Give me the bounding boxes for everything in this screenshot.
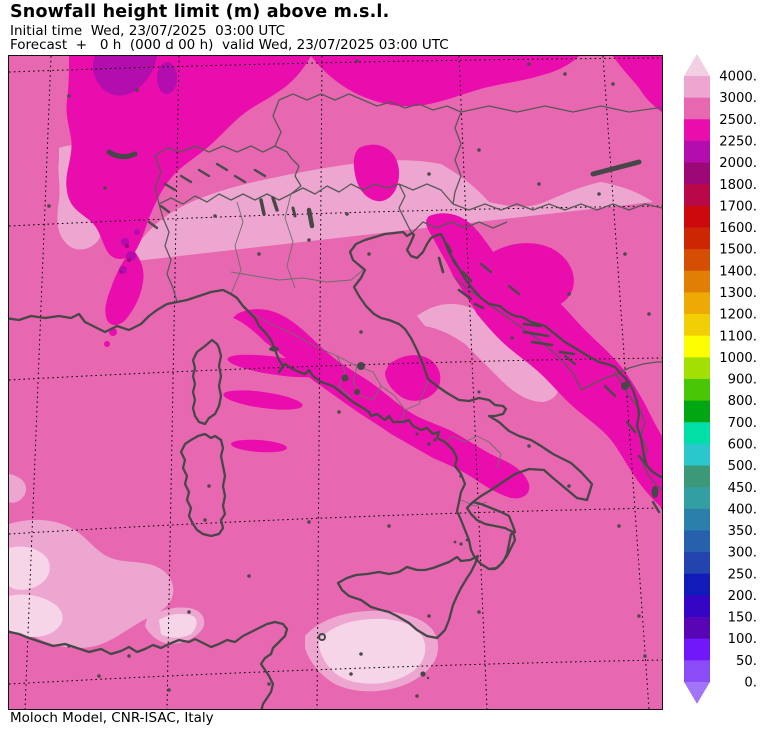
legend-tick-label: 1500.	[719, 243, 757, 258]
legend-tick-label: 1000.	[719, 351, 757, 366]
field-level-4000	[9, 546, 426, 684]
legend-arrow-above-max	[684, 54, 710, 76]
legend-tick-label: 4000.	[719, 70, 757, 85]
legend-color-segment	[684, 400, 710, 423]
legend-color-segment	[684, 227, 710, 250]
legend-tick-label: 2500.	[719, 113, 757, 128]
legend-color-segment	[684, 270, 710, 293]
legend-tick-label: 500.	[728, 459, 757, 474]
africa-coast	[9, 620, 289, 709]
field-level-1800	[119, 244, 131, 274]
model-credit: Moloch Model, CNR-ISAC, Italy	[10, 710, 214, 726]
legend-tick-label: 0.	[744, 676, 757, 691]
legend-color-segment	[684, 378, 710, 402]
initial-time-label: Initial time Wed, 23/07/2025 03:00 UTC	[10, 23, 286, 39]
legend-tick-label: 450.	[728, 481, 757, 496]
town-dots	[47, 59, 651, 698]
legend-tick-label: 100.	[728, 632, 757, 647]
legend-color-segment	[684, 465, 710, 488]
legend-color-segment	[684, 638, 710, 661]
legend-color-segment	[684, 487, 710, 510]
sicily-coast	[336, 554, 480, 640]
legend-tick-label: 2000.	[719, 156, 757, 171]
map-canvas	[9, 56, 662, 709]
legend-color-segment	[684, 162, 710, 185]
mountain-marks	[147, 162, 661, 514]
legend-color-segment	[684, 292, 710, 315]
legend-tick-label: 300.	[728, 546, 757, 561]
legend-arrow-below-min	[684, 681, 710, 704]
sardinia-coast	[179, 432, 227, 538]
legend-tick-label: 50.	[736, 654, 757, 669]
legend-tick-label: 1600.	[719, 221, 757, 236]
legend-tick-label: 800.	[728, 394, 757, 409]
legend-color-segment	[684, 660, 710, 683]
legend-color-segment	[684, 314, 710, 337]
legend-color-segment	[684, 357, 710, 380]
legend-color-segment	[684, 249, 710, 272]
legend-color-segment	[684, 573, 710, 596]
legend-tick-label: 1100.	[719, 329, 757, 344]
legend-canvas: 4000. 3000. 2500. 2250. 2000. 1800. 1700. 1600.…	[684, 54, 757, 704]
corsica-coast	[191, 338, 223, 426]
legend-tick-label: 1400.	[719, 264, 757, 279]
legend-color-segment	[684, 119, 710, 142]
legend-tick-label: 700.	[728, 416, 757, 431]
field-level-2000	[93, 56, 177, 274]
legend-tick-label: 350.	[728, 524, 757, 539]
legend-color-segment	[684, 76, 710, 99]
legend-color-segment	[684, 184, 710, 207]
legend-color-segment	[684, 140, 710, 164]
legend-tick-label: 1800.	[719, 178, 757, 193]
forecast-valid-label: Forecast + 0 h (000 d 00 h) valid Wed, 2…	[10, 37, 449, 53]
legend-color-segment	[684, 422, 710, 445]
legend-tick-label: 400.	[728, 502, 757, 517]
legend-color-segment	[684, 617, 710, 640]
legend-color-segment	[684, 205, 710, 228]
legend-color-segment	[684, 595, 710, 618]
mainland-coast	[9, 230, 662, 571]
legend-color-segment	[684, 552, 710, 575]
legend-color-segment	[684, 530, 710, 553]
small-islands	[269, 242, 659, 680]
legend-tick-label: 150.	[728, 611, 757, 626]
legend-color-segment	[684, 335, 710, 358]
legend-color-segment	[684, 443, 710, 467]
legend-tick-label: 900.	[728, 373, 757, 388]
legend-tick-label: 3000.	[719, 91, 757, 106]
legend-color-segment	[684, 508, 710, 531]
snow-level-legend: 4000. 3000. 2500. 2250. 2000. 1800. 1700. 1600.…	[680, 46, 760, 722]
legend-tick-label: 2250.	[719, 135, 757, 150]
region-borders	[230, 193, 502, 507]
map-title: Snowfall height limit (m) above m.s.l.	[10, 2, 390, 22]
field-level-2250	[66, 56, 662, 508]
legend-tick-label: 1300.	[719, 286, 757, 301]
lakes	[106, 149, 642, 395]
legend-tick-label: 1200.	[719, 308, 757, 323]
legend-tick-label: 1700.	[719, 199, 757, 214]
legend-color-segment	[684, 97, 710, 120]
legend-tick-label: 200.	[728, 589, 757, 604]
forecast-map	[8, 55, 663, 710]
coastlines	[9, 230, 662, 709]
legend-tick-label: 250.	[728, 567, 757, 582]
legend-tick-label: 600.	[728, 437, 757, 452]
